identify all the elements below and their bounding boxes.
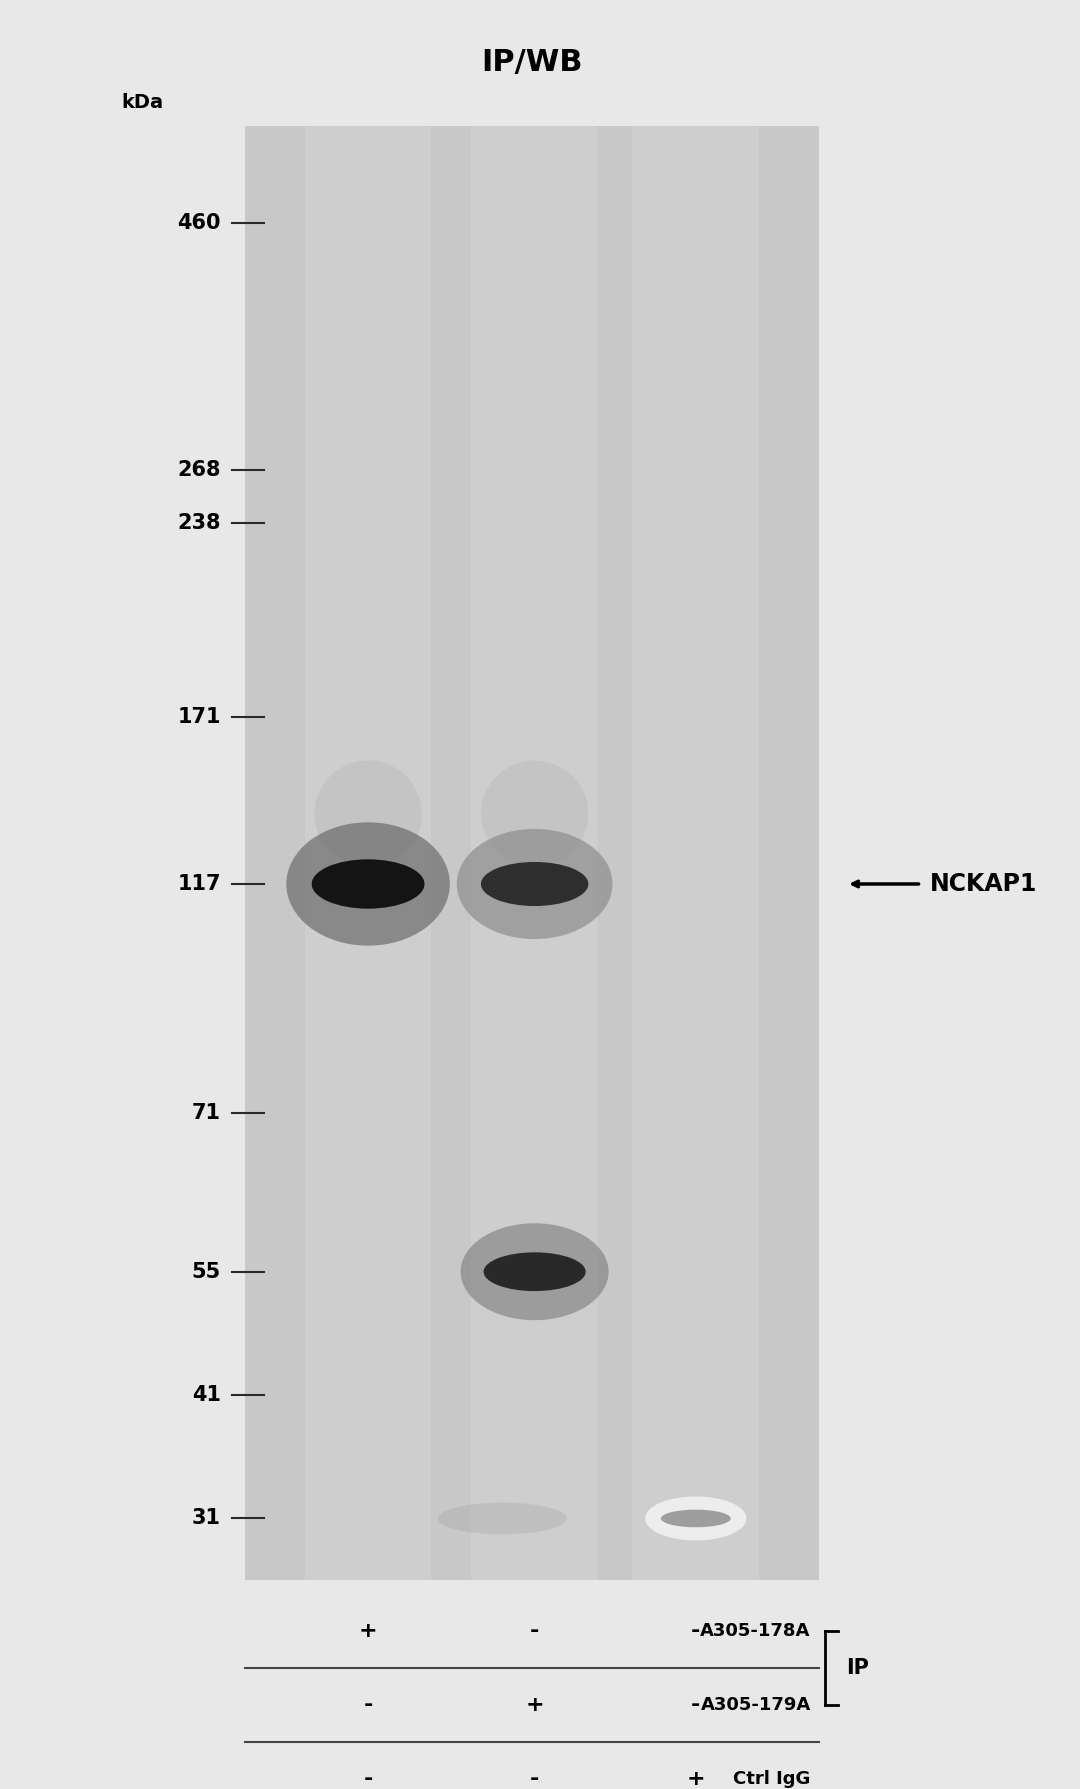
Text: 31: 31 [192,1508,221,1528]
Text: 117: 117 [177,875,221,894]
Text: 238: 238 [177,513,221,533]
Ellipse shape [312,859,424,909]
Text: 171: 171 [177,707,221,726]
Text: 460: 460 [177,213,221,233]
Ellipse shape [661,1510,731,1528]
Text: +: + [687,1769,705,1789]
Ellipse shape [481,862,589,905]
Text: IP/WB: IP/WB [482,48,583,77]
Bar [633,127,759,1580]
Text: +: + [525,1696,544,1716]
Text: 268: 268 [177,460,221,479]
Text: A305-179A: A305-179A [701,1696,811,1714]
Text: -: - [363,1696,373,1716]
Text: -: - [363,1769,373,1789]
Text: -: - [691,1696,701,1716]
Bar [305,127,432,1580]
Text: 55: 55 [191,1261,221,1281]
Text: 41: 41 [192,1385,221,1404]
Ellipse shape [437,1503,567,1535]
Text: -: - [691,1621,701,1641]
Text: kDa: kDa [121,93,163,113]
Text: 71: 71 [192,1104,221,1123]
Ellipse shape [457,828,612,939]
Bar [244,127,820,1580]
Ellipse shape [484,1252,585,1292]
Text: +: + [359,1621,377,1641]
Text: NCKAP1: NCKAP1 [930,871,1038,896]
Ellipse shape [314,760,422,866]
Ellipse shape [481,760,589,866]
Text: -: - [530,1769,539,1789]
Ellipse shape [461,1224,609,1320]
Text: A305-178A: A305-178A [701,1623,811,1641]
Ellipse shape [286,823,450,946]
Text: IP: IP [847,1658,869,1678]
Text: -: - [530,1621,539,1641]
Text: Ctrl IgG: Ctrl IgG [733,1771,811,1789]
Ellipse shape [645,1496,746,1540]
Bar [471,127,598,1580]
